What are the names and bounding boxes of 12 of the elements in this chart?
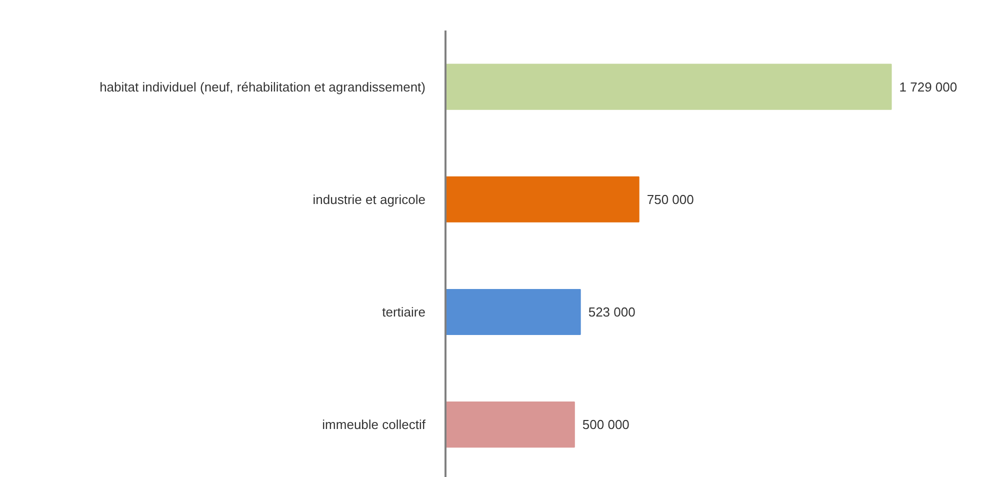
data-label: 500 000 [582,417,630,432]
bar [446,402,575,448]
data-label: 1 729 000 [899,79,958,94]
y-tick-label: industrie et agricole [312,192,426,207]
bar [446,64,892,110]
y-tick-label: immeuble collectif [322,417,426,432]
data-label: 523 000 [588,304,636,320]
data-label: 750 000 [646,192,694,207]
y-tick-label: tertiaire [382,304,426,320]
bar [446,288,581,336]
y-tick-label: habitat individuel (neuf, réhabilitation et agrandissement) [100,79,426,94]
bar [446,176,640,222]
